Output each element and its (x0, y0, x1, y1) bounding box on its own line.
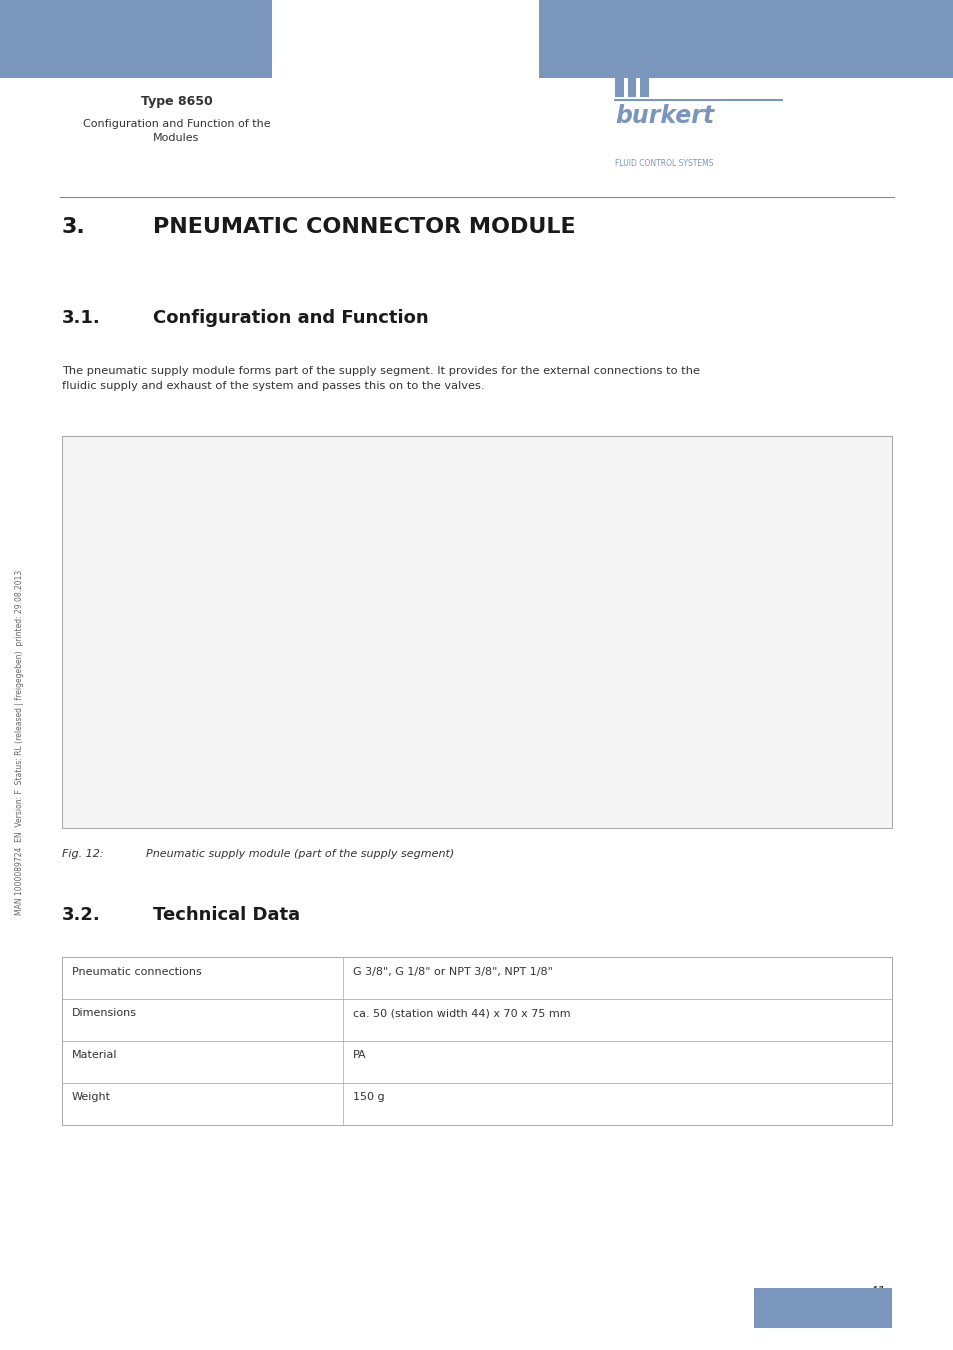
Text: PNEUMATIC CONNECTOR MODULE: PNEUMATIC CONNECTOR MODULE (152, 217, 575, 238)
Text: FLUID CONTROL SYSTEMS: FLUID CONTROL SYSTEMS (615, 159, 713, 169)
Text: The pneumatic supply module forms part of the supply segment. It provides for th: The pneumatic supply module forms part o… (62, 366, 700, 390)
Text: PA: PA (353, 1050, 366, 1060)
Text: Type 8650: Type 8650 (140, 95, 213, 108)
Circle shape (418, 725, 448, 738)
Circle shape (531, 725, 561, 738)
Circle shape (422, 598, 531, 649)
Text: C: C (390, 686, 397, 695)
Circle shape (448, 610, 505, 637)
FancyBboxPatch shape (317, 486, 627, 761)
Text: english: english (801, 1303, 841, 1314)
Text: E: E (490, 686, 497, 695)
FancyBboxPatch shape (337, 495, 607, 556)
Text: Dimensions: Dimensions (71, 1008, 136, 1018)
Text: Pneumatic connections: Pneumatic connections (71, 967, 201, 976)
Text: 3.: 3. (62, 217, 86, 238)
Text: Material: Material (71, 1050, 117, 1060)
Text: burkert: burkert (615, 104, 714, 128)
Circle shape (475, 725, 505, 738)
FancyBboxPatch shape (605, 514, 667, 741)
Text: 41: 41 (869, 1285, 886, 1299)
FancyBboxPatch shape (600, 513, 671, 548)
Text: MAN 1000089724  EN  Version: F  Status: RL (released | freigegeben)  printed: 29: MAN 1000089724 EN Version: F Status: RL … (14, 570, 24, 915)
Text: Configuration and Function of the
Modules: Configuration and Function of the Module… (83, 119, 270, 143)
Text: ca. 50 (station width 44) x 70 x 75 mm: ca. 50 (station width 44) x 70 x 75 mm (353, 1008, 570, 1018)
Text: Configuration and Function: Configuration and Function (152, 309, 428, 327)
FancyBboxPatch shape (600, 716, 671, 751)
Text: Fig. 12:: Fig. 12: (62, 849, 104, 859)
Text: G 3/8", G 1/8" or NPT 3/8", NPT 1/8": G 3/8", G 1/8" or NPT 3/8", NPT 1/8" (353, 967, 553, 976)
Circle shape (362, 725, 392, 738)
Text: 150 g: 150 g (353, 1092, 384, 1102)
Text: Pneumatic supply module (part of the supply segment): Pneumatic supply module (part of the sup… (132, 849, 454, 859)
FancyBboxPatch shape (589, 674, 679, 703)
Text: Technical Data: Technical Data (152, 906, 299, 923)
Text: Weight: Weight (71, 1092, 111, 1102)
FancyBboxPatch shape (344, 706, 600, 757)
FancyBboxPatch shape (320, 629, 624, 721)
Text: 3.2.: 3.2. (62, 906, 101, 923)
Text: 3.1.: 3.1. (62, 309, 101, 327)
